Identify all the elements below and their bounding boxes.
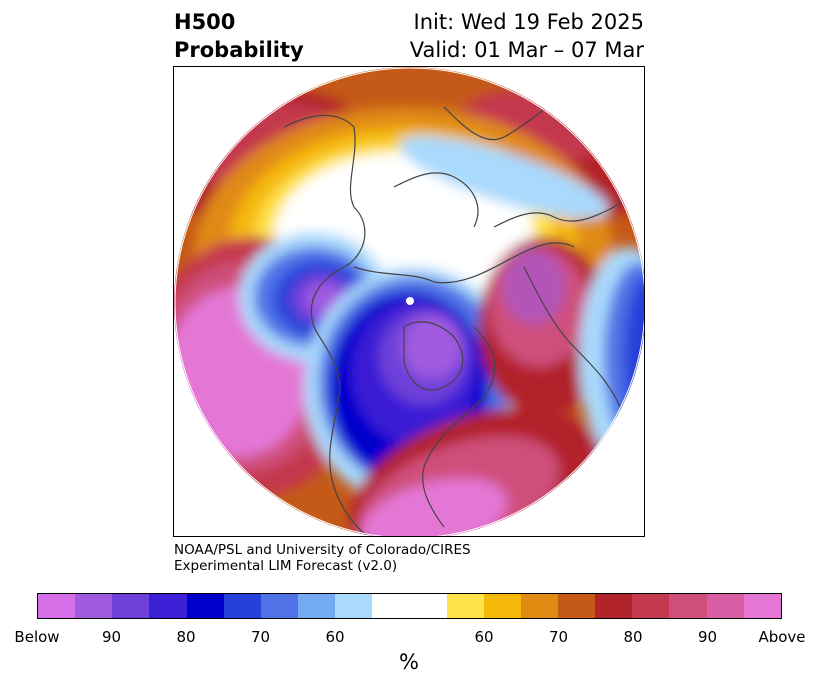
title-line-h500: H500 xyxy=(174,10,236,34)
colorbar xyxy=(37,593,782,619)
colorbar-segment xyxy=(38,594,76,618)
colorbar-segment xyxy=(186,594,224,618)
colorbar-segment xyxy=(297,594,336,618)
polar-map xyxy=(174,67,644,536)
colorbar-tick-label: 70 xyxy=(548,628,569,646)
credit-line-2: Experimental LIM Forecast (v2.0) xyxy=(174,558,398,574)
colorbar-segment xyxy=(372,594,410,618)
colorbar-segment xyxy=(669,594,707,618)
north-pole-marker xyxy=(406,297,414,305)
colorbar-segment xyxy=(743,594,781,618)
colorbar-tick-label: 90 xyxy=(697,628,718,646)
probability-field xyxy=(174,67,644,536)
map-title: H500 Probability xyxy=(174,8,304,64)
colorbar-segment xyxy=(632,594,670,618)
colorbar-tick-label: 60 xyxy=(325,628,345,646)
colorbar-tick-label: Above xyxy=(758,628,806,646)
colorbar-units: % xyxy=(399,650,419,674)
colorbar-segment xyxy=(483,594,521,618)
colorbar-tick-label: Below xyxy=(14,628,60,646)
colorbar-tick-label: 90 xyxy=(101,628,122,646)
colorbar-segment xyxy=(223,594,261,618)
colorbar-segment xyxy=(557,594,596,618)
init-date-label: Init: Wed 19 Feb 2025 xyxy=(413,10,644,34)
colorbar-segment xyxy=(112,594,150,618)
map-panel xyxy=(173,66,645,537)
colorbar-segment xyxy=(520,594,558,618)
colorbar-segment xyxy=(595,594,633,618)
forecast-dates: Init: Wed 19 Feb 2025 Valid: 01 Mar – 07… xyxy=(410,8,644,64)
title-line-probability: Probability xyxy=(174,38,304,62)
map-disc-edge xyxy=(174,67,644,536)
colorbar-segment xyxy=(75,594,113,618)
colorbar-segment xyxy=(149,594,187,618)
colorbar-segment xyxy=(409,594,447,618)
colorbar-segment xyxy=(446,594,484,618)
colorbar-segment xyxy=(706,594,744,618)
colorbar-tick-label: 60 xyxy=(474,628,494,646)
colorbar-tick-label: 80 xyxy=(176,628,196,646)
credit-text: NOAA/PSL and University of Colorado/CIRE… xyxy=(174,542,471,574)
colorbar-segment xyxy=(260,594,298,618)
credit-line-1: NOAA/PSL and University of Colorado/CIRE… xyxy=(174,542,471,558)
colorbar-tick-label: 70 xyxy=(250,628,271,646)
valid-date-label: Valid: 01 Mar – 07 Mar xyxy=(409,38,644,62)
colorbar-segment xyxy=(335,594,373,618)
colorbar-tick-label: 80 xyxy=(623,628,643,646)
